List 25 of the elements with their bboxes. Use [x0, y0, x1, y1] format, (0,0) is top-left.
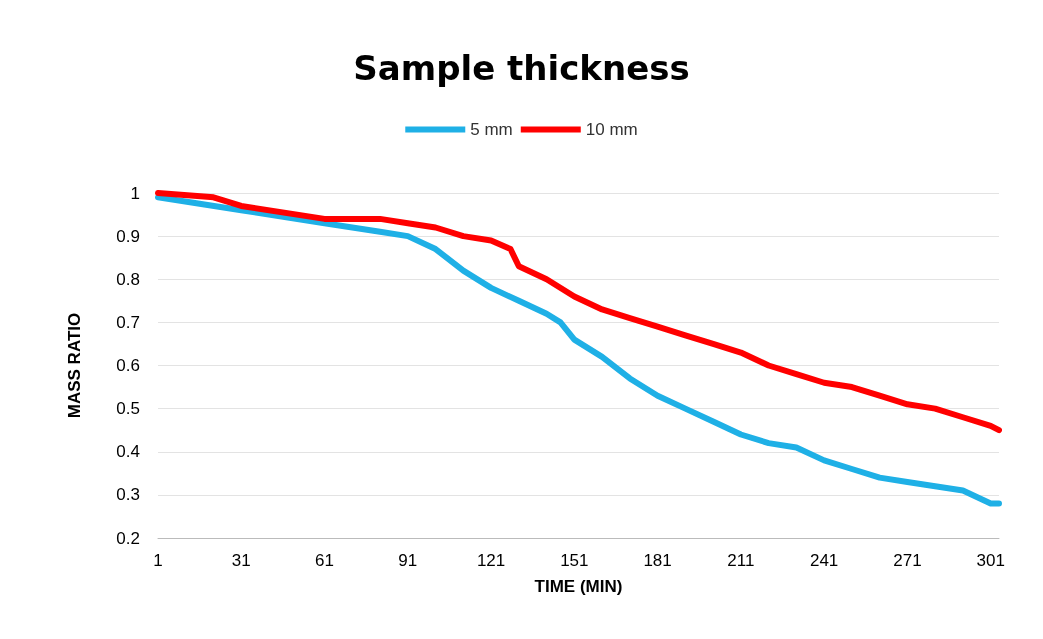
x-tick-label: 211	[727, 551, 755, 570]
y-tick-label: 0.9	[116, 226, 140, 246]
y-tick-label: 0.6	[116, 356, 140, 375]
x-tick-label: 121	[476, 551, 506, 570]
x-tick-label: 1	[153, 551, 163, 570]
y-axis-title: MASS RATIO	[65, 312, 84, 419]
x-tick-label: 31	[231, 551, 251, 570]
x-tick-label: 181	[643, 551, 672, 570]
x-tick-label: 151	[560, 551, 589, 570]
y-tick-label: 0.3	[116, 485, 140, 505]
y-tick-label: 0.5	[116, 399, 140, 419]
x-tick-label: 241	[809, 551, 839, 570]
legend-label: 5 mm	[470, 120, 513, 139]
y-tick-label: 0.7	[116, 312, 140, 332]
x-tick-label: 301	[976, 551, 1005, 570]
y-tick-label: 0.2	[116, 528, 140, 548]
chart-title: Sample thickness	[353, 48, 690, 88]
y-tick-label: 0.4	[116, 442, 140, 462]
x-axis-title: TIME (MIN)	[534, 577, 623, 596]
y-tick-label: 1	[130, 183, 140, 203]
x-tick-label: 91	[398, 551, 418, 570]
y-tick-label: 0.8	[116, 269, 140, 289]
x-tick-label: 61	[315, 551, 334, 570]
x-tick-label: 271	[893, 551, 922, 570]
legend-label: 10 mm	[585, 120, 638, 139]
